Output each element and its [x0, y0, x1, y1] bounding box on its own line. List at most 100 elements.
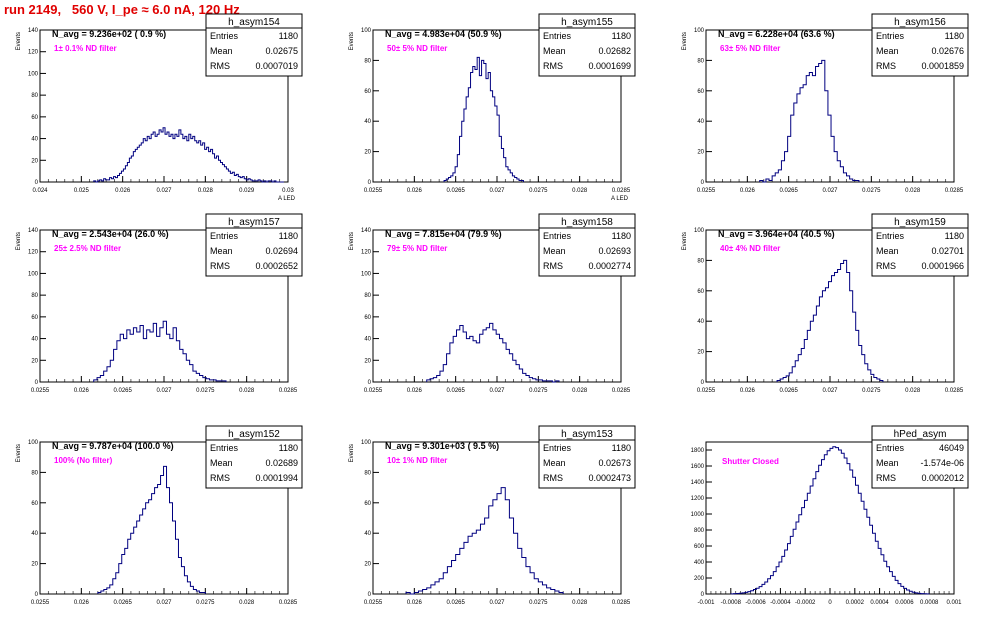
histogram-series [93, 127, 284, 183]
x-axis-title: A LED [611, 196, 629, 202]
x-tick-label: 0.026 [407, 600, 423, 606]
y-axis-title: Events [682, 32, 688, 50]
stats-title: h_asym159 [894, 217, 946, 228]
y-tick-label: 80 [697, 258, 704, 264]
y-tick-label: 20 [31, 358, 38, 364]
stats-title: h_asym154 [228, 17, 280, 28]
x-tick-label: 0.026 [407, 188, 423, 194]
filter-label: 10± 1% ND filter [387, 456, 447, 465]
y-tick-label: 40 [364, 119, 371, 125]
filter-label: 40± 4% ND filter [720, 244, 780, 253]
y-tick-label: 80 [31, 470, 38, 476]
filter-label: 50± 5% ND filter [387, 44, 447, 53]
x-tick-label: 0.0285 [945, 388, 964, 394]
y-tick-label: 80 [364, 58, 371, 64]
stats-box [538, 425, 636, 489]
x-tick-label: 0.0255 [31, 600, 50, 606]
x-tick-label: 0.0255 [364, 600, 383, 606]
stats-key: Entries [543, 31, 572, 41]
x-tick-label: 0.028 [572, 388, 588, 394]
x-tick-label: 0.027 [822, 188, 838, 194]
y-tick-label: 0 [35, 180, 39, 186]
y-tick-label: 40 [364, 337, 371, 343]
y-axis-title: Events [349, 444, 355, 462]
x-tick-label: 0.026 [740, 388, 756, 394]
stats-box [871, 13, 969, 77]
y-tick-label: 80 [31, 293, 38, 299]
stats-key: RMS [543, 261, 563, 271]
stats-title: h_asym156 [894, 17, 946, 28]
stats-key: Entries [543, 443, 572, 453]
x-tick-label: 0.0285 [279, 388, 298, 394]
x-tick-label: 0.0275 [862, 188, 881, 194]
y-tick-label: 100 [361, 28, 372, 34]
y-tick-label: 60 [697, 289, 704, 295]
histogram-panel-h_asym157: 0.0255 0.026 0.0265 0.027 0.0275 0.028 0.0285 0… [16, 213, 303, 394]
histogram-series [93, 320, 227, 382]
stats-key: Entries [210, 31, 239, 41]
y-axis-title: Events [349, 232, 355, 250]
x-tick-label: 0.029 [239, 188, 255, 194]
stats-key: RMS [210, 473, 230, 483]
y-tick-label: 40 [31, 137, 38, 143]
stats-value: 0.0002473 [588, 473, 631, 483]
y-tick-label: 40 [364, 531, 371, 537]
x-tick-label: 0.027 [156, 388, 172, 394]
stats-value: 0.02689 [265, 458, 298, 468]
y-tick-label: 600 [694, 544, 705, 550]
stats-box [538, 213, 636, 277]
stats-key: Mean [210, 246, 233, 256]
x-tick-label: 0.0255 [31, 388, 50, 394]
y-tick-label: 0 [701, 180, 705, 186]
x-tick-label: 0.0265 [113, 600, 132, 606]
y-tick-label: 20 [364, 358, 371, 364]
y-tick-label: 80 [364, 293, 371, 299]
y-tick-label: 0 [701, 380, 705, 386]
stats-box [205, 213, 303, 277]
stats-value: 1180 [279, 231, 298, 241]
x-tick-label: 0.0275 [529, 600, 548, 606]
stats-title: hPed_asym [894, 429, 947, 440]
stats-value: 0.0007019 [255, 61, 298, 71]
histogram-panel-h_asym152: 0.0255 0.026 0.0265 0.027 0.0275 0.028 0.0285 0… [16, 425, 303, 606]
stats-value: 1180 [945, 31, 964, 41]
y-tick-label: 20 [364, 562, 371, 568]
filter-label: 100% (No filter) [54, 456, 113, 465]
y-tick-label: 60 [364, 315, 371, 321]
stats-key: Entries [543, 231, 572, 241]
x-tick-label: -0.0006 [745, 600, 766, 606]
x-tick-label: 0.027 [822, 388, 838, 394]
histogram-panel-h_asym158: 0.0255 0.026 0.0265 0.027 0.0275 0.028 0.0285 0… [349, 213, 636, 394]
y-tick-label: 100 [28, 271, 39, 277]
x-tick-label: 0.03 [282, 188, 294, 194]
y-tick-label: 100 [28, 440, 39, 446]
x-tick-label: 0.0275 [529, 388, 548, 394]
filter-label: 25± 2.5% ND filter [54, 244, 121, 253]
y-tick-label: 80 [31, 93, 38, 99]
y-tick-label: 100 [361, 271, 372, 277]
stats-key: Mean [543, 458, 566, 468]
histogram-panel-h_asym153: 0.0255 0.026 0.0265 0.027 0.0275 0.028 0.0285 0… [349, 425, 636, 606]
x-tick-label: 0.028 [905, 388, 921, 394]
y-tick-label: 0 [35, 380, 39, 386]
stats-title: h_asym155 [561, 17, 613, 28]
y-axis-title: Events [16, 232, 22, 250]
n-avg-label: N_avg = 9.787e+04 (100.0 %) [52, 441, 174, 451]
stats-key: RMS [876, 261, 896, 271]
x-tick-label: -0.0008 [721, 600, 742, 606]
stats-value: 0.0002774 [588, 261, 631, 271]
histogram-series [759, 59, 860, 183]
y-tick-label: 1800 [691, 448, 705, 454]
x-tick-label: 0.0275 [529, 188, 548, 194]
x-tick-label: -0.0002 [795, 600, 816, 606]
x-axis-title: A LED [278, 196, 296, 202]
stats-title: h_asym153 [561, 429, 613, 440]
y-tick-label: 40 [31, 337, 38, 343]
y-axis-title: Events [16, 32, 22, 50]
x-tick-label: 0.025 [74, 188, 90, 194]
stats-key: Mean [543, 246, 566, 256]
y-tick-label: 20 [31, 158, 38, 164]
x-tick-label: 0.0285 [612, 188, 631, 194]
filter-label: 79± 5% ND filter [387, 244, 447, 253]
n-avg-label: N_avg = 9.236e+02 ( 0.9 %) [52, 29, 166, 39]
